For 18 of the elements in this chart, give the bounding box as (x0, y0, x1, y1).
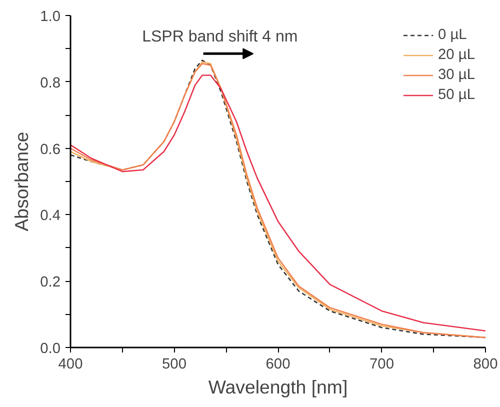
x-tick-label: 700 (370, 356, 394, 372)
y-tick-label: 0.0 (40, 341, 60, 357)
y-tick-label: 1.0 (40, 9, 60, 25)
legend-label: 0 µL (438, 27, 467, 43)
legend-label: 30 µL (438, 67, 475, 83)
y-tick-label: 0.4 (40, 208, 60, 224)
annotation: LSPR band shift 4 nm (142, 28, 298, 46)
x-axis-title: Wavelength [nm] (208, 376, 348, 398)
x-tick-label: 400 (58, 356, 83, 372)
y-tick-label: 0.8 (40, 75, 60, 92)
y-tick-label: 0.6 (40, 142, 60, 158)
x-tick-label: 800 (473, 356, 498, 372)
x-tick-label: 500 (162, 356, 186, 372)
legend-label: 20 µL (438, 47, 475, 63)
y-axis-title: Absorbance (11, 132, 32, 232)
y-tick-label: 0.2 (40, 274, 60, 291)
x-tick-label: 600 (266, 356, 290, 372)
legend-label: 50 µL (438, 87, 475, 103)
